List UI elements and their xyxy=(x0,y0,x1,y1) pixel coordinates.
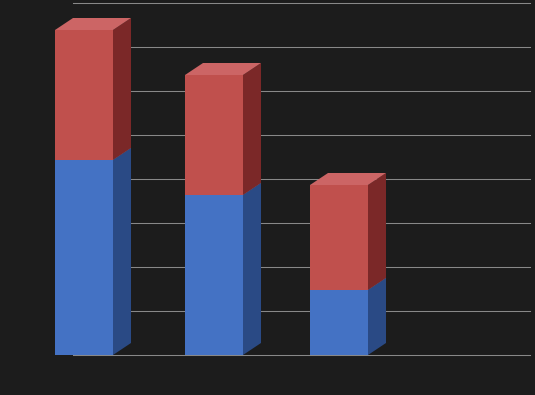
Polygon shape xyxy=(368,278,386,355)
Polygon shape xyxy=(55,30,113,160)
Polygon shape xyxy=(113,18,131,160)
Polygon shape xyxy=(55,160,113,355)
Polygon shape xyxy=(243,63,261,195)
Polygon shape xyxy=(310,185,368,290)
Polygon shape xyxy=(310,290,368,355)
Polygon shape xyxy=(368,173,386,290)
Polygon shape xyxy=(185,183,261,195)
Polygon shape xyxy=(243,183,261,355)
Polygon shape xyxy=(185,63,261,75)
Polygon shape xyxy=(185,75,243,195)
Polygon shape xyxy=(55,148,131,160)
Polygon shape xyxy=(185,195,243,355)
Polygon shape xyxy=(310,173,386,185)
Polygon shape xyxy=(113,148,131,355)
Polygon shape xyxy=(310,278,386,290)
Polygon shape xyxy=(55,18,131,30)
